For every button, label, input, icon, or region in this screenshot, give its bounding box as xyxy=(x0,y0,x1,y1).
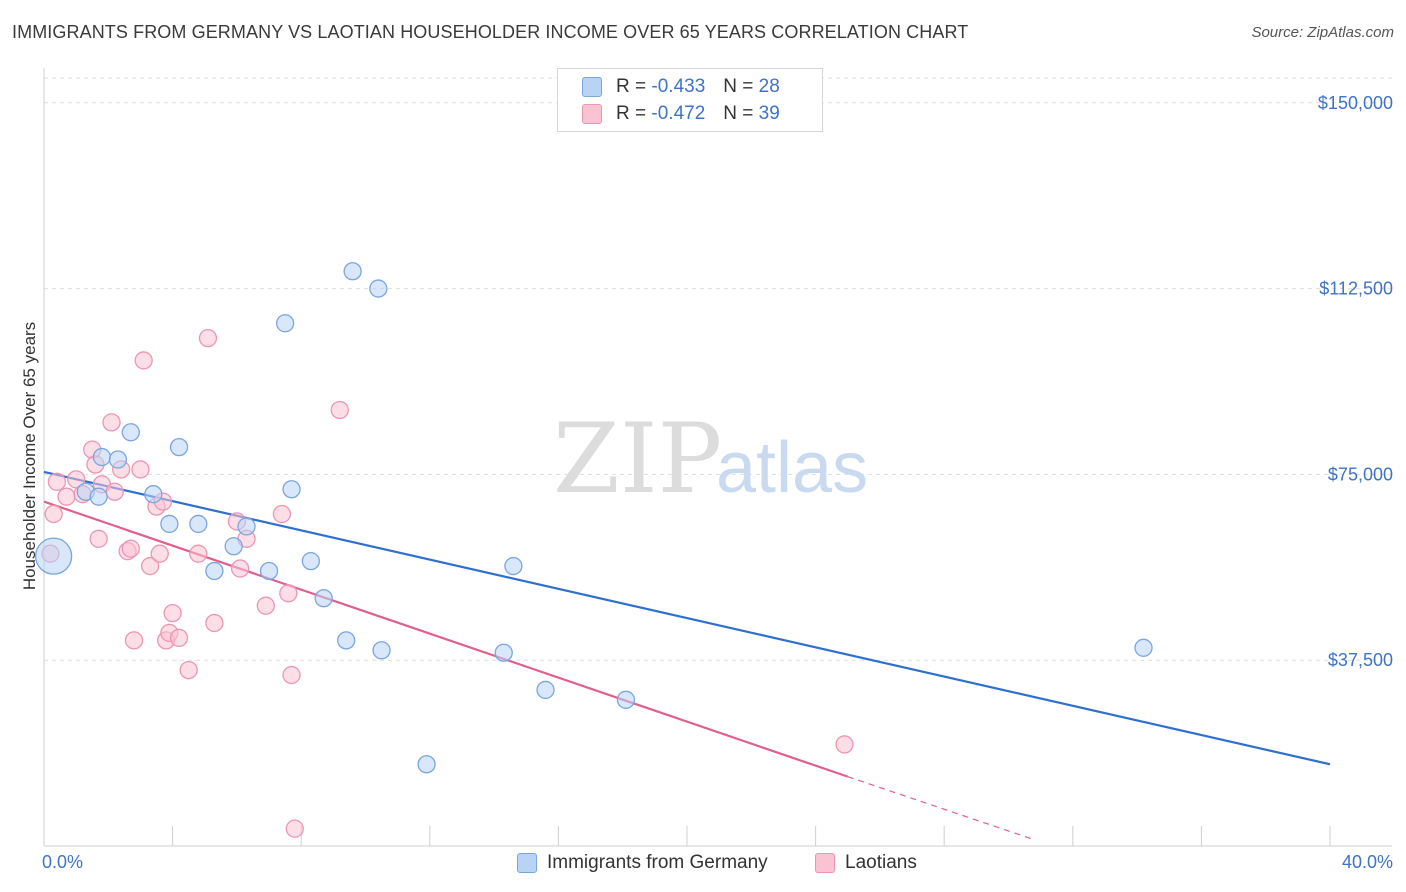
germany-point xyxy=(1134,638,1153,657)
legend-swatch-pink xyxy=(582,104,602,124)
laotians-point xyxy=(330,400,349,420)
laotians-point xyxy=(835,735,854,754)
correlation-legend: R = -0.433 N = 28 R = -0.472 N = 39 xyxy=(557,68,823,132)
legend-n-value: 28 xyxy=(758,76,780,97)
germany-point xyxy=(275,314,295,333)
x-tick-label: 40.0% xyxy=(1342,852,1393,872)
laotians-point xyxy=(47,472,67,491)
watermark-atlas: atlas xyxy=(716,428,868,508)
x-tick-labels: 0.0% 40.0% xyxy=(42,852,1393,872)
germany-point xyxy=(301,551,320,571)
laotians-point xyxy=(279,584,298,603)
laotians-point xyxy=(169,628,189,648)
y-tick-label: $150,000 xyxy=(1318,93,1393,113)
legend-r-label: R = xyxy=(616,103,647,124)
laotians-point xyxy=(44,504,63,524)
germany-point xyxy=(343,262,362,281)
legend-r-value: -0.433 xyxy=(651,76,706,97)
germany-point xyxy=(189,514,208,534)
germany-point xyxy=(494,643,513,662)
y-axis-label: Householder Income Over 65 years xyxy=(20,322,39,590)
laotians-point xyxy=(230,559,250,578)
laotians-point xyxy=(285,819,304,838)
laotians-point xyxy=(189,544,208,563)
germany-point xyxy=(160,514,179,534)
legend-row-laotians: R = -0.472 N = 39 xyxy=(582,102,780,126)
legend-n-value: 39 xyxy=(758,103,780,124)
legend-r-label: R = xyxy=(616,76,647,97)
laotians-point xyxy=(179,660,198,680)
germany-point xyxy=(369,279,388,298)
laotians-point xyxy=(131,460,150,479)
germany-point xyxy=(337,631,356,650)
y-tick-labels: $37,500 $75,000 $112,500 $150,000 xyxy=(1318,93,1393,670)
y-tick-label: $75,000 xyxy=(1328,464,1393,484)
laotians-point xyxy=(124,631,144,650)
laotians-point xyxy=(272,504,292,524)
legend-row-germany: R = -0.433 N = 28 xyxy=(582,75,780,99)
germany-point xyxy=(34,537,73,575)
germany-point xyxy=(92,447,112,467)
legend-label-germany: Immigrants from Germany xyxy=(547,852,768,873)
legend-n-label: N = xyxy=(723,76,754,97)
germany-point xyxy=(144,485,163,504)
laotians-point xyxy=(89,529,108,548)
legend-item-germany[interactable]: Immigrants from Germany xyxy=(517,852,768,874)
laotians-point xyxy=(256,596,275,615)
source-label: Source: ZipAtlas.com xyxy=(1251,24,1394,41)
germany-point xyxy=(121,423,140,442)
germany-point xyxy=(205,561,224,581)
germany-point xyxy=(108,450,128,469)
laotians-point xyxy=(205,613,224,633)
laotians-point xyxy=(57,487,76,506)
laotians-point xyxy=(134,351,153,370)
germany-point xyxy=(536,680,555,700)
laotians-point xyxy=(121,539,140,558)
germany-point xyxy=(616,690,636,709)
y-tick-label: $37,500 xyxy=(1328,650,1393,670)
germany-trend-line xyxy=(43,470,1331,766)
germany-point xyxy=(169,437,189,457)
germany-point xyxy=(259,561,279,581)
laotians-point xyxy=(140,556,160,576)
laotians-points xyxy=(41,328,854,838)
laotians-point xyxy=(102,413,121,432)
chart-title: IMMIGRANTS FROM GERMANY VS LAOTIAN HOUSE… xyxy=(12,22,969,42)
legend-label-laotians: Laotians xyxy=(845,852,917,873)
legend-swatch-blue xyxy=(517,853,537,873)
germany-point xyxy=(224,537,243,556)
watermark-zip: ZIP xyxy=(553,403,722,515)
laotians-point xyxy=(198,328,218,348)
legend-r-value: -0.472 xyxy=(651,103,706,124)
germany-point xyxy=(89,487,108,506)
germany-point xyxy=(237,517,256,536)
legend-item-laotians[interactable]: Laotians xyxy=(815,852,917,874)
legend-swatch-blue xyxy=(582,77,602,97)
germany-point xyxy=(372,641,391,660)
laotians-point xyxy=(150,544,169,563)
germany-point xyxy=(504,556,523,576)
legend-n-label: N = xyxy=(723,103,754,124)
trend-lines xyxy=(43,470,1331,840)
germany-point xyxy=(417,755,436,774)
laotians-point xyxy=(105,482,124,501)
watermark: ZIP atlas xyxy=(553,403,868,515)
germany-points xyxy=(34,262,1153,774)
laotians-point xyxy=(163,603,182,623)
legend-swatch-pink xyxy=(815,853,835,873)
laotians-point xyxy=(282,665,301,685)
laotians-trend-line xyxy=(43,500,849,778)
germany-point xyxy=(282,480,301,499)
y-tick-label: $112,500 xyxy=(1319,279,1393,299)
laotians-trend-extension xyxy=(847,776,1032,840)
x-tick-label: 0.0% xyxy=(42,852,83,872)
series-legend: Immigrants from Germany Laotians xyxy=(0,852,1406,878)
germany-point xyxy=(314,589,333,608)
